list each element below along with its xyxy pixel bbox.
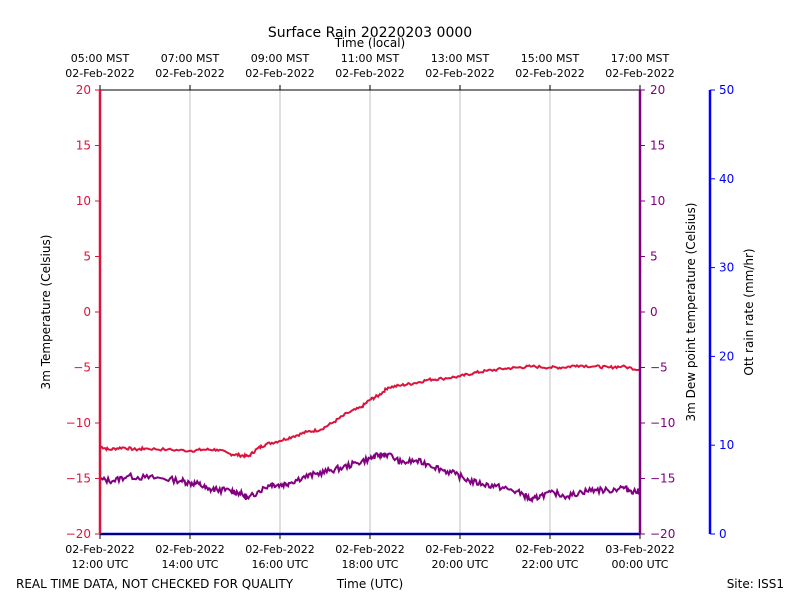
bottom-tick-time-5: 22:00 UTC <box>521 558 578 571</box>
right-tick-label-4: 0 <box>650 305 658 319</box>
right-tick-label-0: −20 <box>650 527 675 541</box>
bottom-tick-date-4: 02-Feb-2022 <box>425 543 494 556</box>
bottom-tick-date-2: 02-Feb-2022 <box>245 543 314 556</box>
bottom-tick-date-0: 02-Feb-2022 <box>65 543 134 556</box>
top-tick-date-5: 02-Feb-2022 <box>515 67 584 80</box>
top-tick-time-4: 13:00 MST <box>431 52 490 65</box>
bottom-tick-time-4: 20:00 UTC <box>431 558 488 571</box>
right-tick-label-2: −10 <box>650 416 675 430</box>
top-tick-time-0: 05:00 MST <box>71 52 130 65</box>
rain-tick-label-5: 50 <box>719 83 734 97</box>
left-tick-label-0: −20 <box>66 527 91 541</box>
top-tick-date-2: 02-Feb-2022 <box>245 67 314 80</box>
left-tick-label-2: −10 <box>66 416 91 430</box>
left-tick-label-7: 15 <box>76 139 91 153</box>
top-tick-time-6: 17:00 MST <box>611 52 670 65</box>
rain-tick-label-3: 30 <box>719 261 734 275</box>
chart-title: Surface Rain 20220203 0000 <box>268 25 472 41</box>
top-tick-date-0: 02-Feb-2022 <box>65 67 134 80</box>
top-tick-date-6: 02-Feb-2022 <box>605 67 674 80</box>
left-tick-label-3: −5 <box>73 361 91 375</box>
bottom-tick-time-0: 12:00 UTC <box>71 558 128 571</box>
top-tick-time-2: 09:00 MST <box>251 52 310 65</box>
right-tick-label-6: 10 <box>650 194 665 208</box>
plot-frame <box>98 89 712 535</box>
left-tick-label-5: 5 <box>83 250 91 264</box>
rain-tick-label-0: 0 <box>719 527 727 541</box>
top-tick-date-4: 02-Feb-2022 <box>425 67 494 80</box>
dewpoint-series-line <box>99 451 641 504</box>
rain-tick-label-1: 10 <box>719 438 734 452</box>
bottom-tick-time-3: 18:00 UTC <box>341 558 398 571</box>
top-tick-date-1: 02-Feb-2022 <box>155 67 224 80</box>
bottom-tick-date-1: 02-Feb-2022 <box>155 543 224 556</box>
right-tick-label-7: 15 <box>650 139 665 153</box>
bottom-tick-time-2: 16:00 UTC <box>251 558 308 571</box>
axis-ticks: −20 −15 −10 −5 0 5 10 15 20 −20 −15 −10 −5 0 5 10 15 20 0 1… <box>65 52 734 571</box>
right-tick-label-3: −5 <box>650 361 668 375</box>
top-tick-time-1: 07:00 MST <box>161 52 220 65</box>
right-tick-label-8: 20 <box>650 83 665 97</box>
bottom-x-axis-label: Time (UTC) <box>336 577 403 591</box>
left-tick-label-6: 10 <box>76 194 91 208</box>
bottom-tick-date-5: 02-Feb-2022 <box>515 543 584 556</box>
bottom-tick-time-1: 14:00 UTC <box>161 558 218 571</box>
top-tick-date-3: 02-Feb-2022 <box>335 67 404 80</box>
right-tick-label-1: −15 <box>650 472 675 486</box>
left-tick-label-1: −15 <box>66 472 91 486</box>
right-tick-label-5: 5 <box>650 250 658 264</box>
rain-tick-label-2: 20 <box>719 349 734 363</box>
temperature-series-line <box>99 363 641 459</box>
quality-disclaimer: REAL TIME DATA, NOT CHECKED FOR QUALITY <box>16 577 294 591</box>
bottom-tick-date-6: 03-Feb-2022 <box>605 543 674 556</box>
left-y-axis-label: 3m Temperature (Celsius) <box>39 235 53 390</box>
bottom-tick-date-3: 02-Feb-2022 <box>335 543 404 556</box>
right-y-axis-label: 3m Dew point temperature (Celsius) <box>684 203 698 422</box>
top-axis-label: Time (local) <box>334 36 406 50</box>
top-tick-time-5: 15:00 MST <box>521 52 580 65</box>
rain-tick-label-4: 40 <box>719 172 734 186</box>
rain-y-axis-label: Ott rain rate (mm/hr) <box>742 248 756 375</box>
site-label: Site: ISS1 <box>727 577 784 591</box>
bottom-tick-time-6: 00:00 UTC <box>611 558 668 571</box>
top-tick-time-3: 11:00 MST <box>341 52 400 65</box>
left-tick-label-4: 0 <box>83 305 91 319</box>
vertical-gridlines <box>189 90 551 534</box>
left-tick-label-8: 20 <box>76 83 91 97</box>
